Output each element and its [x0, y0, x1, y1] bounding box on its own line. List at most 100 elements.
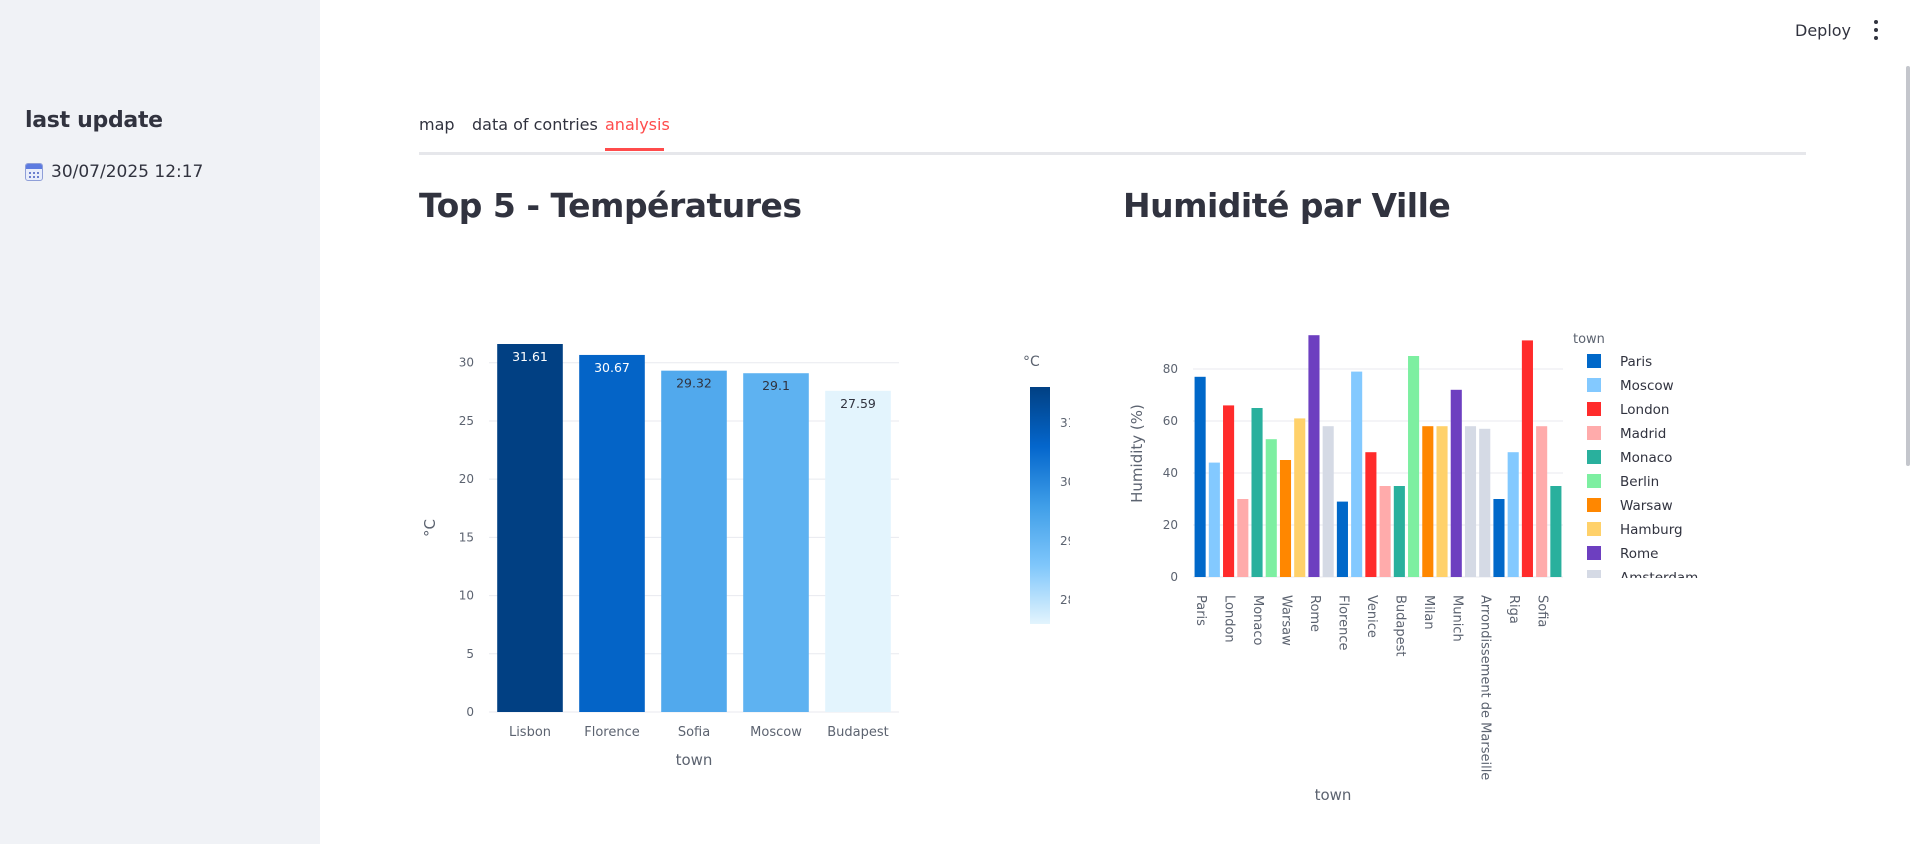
colorbar-tick: 29	[1060, 534, 1070, 548]
y-tick-label: 40	[1163, 466, 1178, 480]
legend-title: town	[1573, 332, 1605, 347]
tab-map[interactable]: map	[419, 115, 455, 134]
x-tick-label: Florence	[584, 725, 640, 740]
x-axis-title: town	[1315, 786, 1352, 804]
x-tick-label: Munich	[1449, 595, 1464, 642]
legend-label: London	[1620, 402, 1670, 418]
bar-florence	[579, 354, 645, 712]
x-tick-label: Rome	[1307, 595, 1322, 632]
tab-bar: map data of contries analysis	[419, 110, 1806, 155]
data-label: 31.61	[512, 349, 548, 364]
bar-warsaw	[1279, 460, 1292, 577]
x-tick-label: Venice	[1364, 595, 1379, 638]
sidebar-title: last update	[25, 108, 163, 133]
y-tick-label: 30	[459, 356, 474, 370]
bar-moscow	[1208, 462, 1220, 577]
legend-label: Moscow	[1620, 378, 1674, 394]
bar-amsterdam	[1322, 426, 1334, 577]
y-tick-label: 10	[459, 589, 474, 603]
colorbar-tick: 30	[1060, 475, 1070, 489]
x-tick-label: Paris	[1193, 595, 1208, 626]
bar-arrondissement-de-marseille	[1479, 428, 1491, 577]
bar-madrid	[1237, 499, 1249, 577]
temperature-bar-chart[interactable]: 0 5 10 15 20 25 30 31.61 Lisbon 30.67 Florence 29.3…	[410, 330, 1070, 790]
bar-berlin	[1408, 356, 1420, 577]
data-label: 29.32	[676, 376, 712, 391]
data-label: 29.1	[762, 378, 790, 393]
humidity-bar-chart[interactable]: 0 20 40 60 80 Paris London Monaco Warsaw Rome Flor…	[1120, 320, 1720, 810]
bar-munich	[1450, 389, 1462, 577]
active-tab-indicator	[605, 148, 664, 151]
last-update-date: 30/07/2025 12:17	[51, 162, 204, 182]
x-tick-label: Riga	[1506, 595, 1521, 624]
legend-label: Berlin	[1620, 474, 1659, 490]
legend-swatch	[1587, 522, 1601, 536]
legend-label: Monaco	[1620, 450, 1672, 466]
main-menu-icon[interactable]	[1872, 18, 1880, 44]
colorbar-title: °C	[1023, 354, 1040, 370]
bar-madrid	[1379, 486, 1391, 577]
legend-swatch	[1587, 546, 1601, 560]
x-tick-label: Budapest	[827, 725, 889, 740]
bar-lisbon	[497, 344, 563, 712]
y-tick-label: 0	[466, 705, 474, 719]
bar-berlin	[1265, 439, 1277, 577]
x-tick-label: Moscow	[750, 725, 802, 740]
x-tick-label: Milan	[1421, 595, 1436, 630]
legend-label: Warsaw	[1620, 498, 1673, 514]
x-tick-label: Budapest	[1392, 595, 1407, 657]
y-axis-title: Humidity (%)	[1128, 404, 1146, 503]
bar-moscow	[743, 373, 809, 712]
deploy-button[interactable]: Deploy	[1795, 21, 1852, 40]
scrollbar[interactable]	[1906, 66, 1910, 466]
bar-budapest	[825, 390, 891, 712]
y-tick-label: 15	[459, 530, 474, 544]
x-axis-title: town	[676, 751, 713, 769]
y-tick-label: 5	[466, 647, 474, 661]
y-axis-title: °C	[421, 519, 439, 537]
bar-budapest	[1393, 486, 1405, 577]
tab-data-of-contries[interactable]: data of contries	[472, 115, 598, 134]
bar-venice	[1351, 371, 1363, 577]
x-tick-label: Warsaw	[1279, 595, 1294, 646]
bar-sofia	[1550, 486, 1562, 577]
bar-hamburg	[1294, 418, 1306, 577]
sidebar: last update 30/07/2025 12:17	[0, 0, 320, 844]
humidity-section-title: Humidité par Ville	[1123, 186, 1451, 225]
bar-florence	[1336, 501, 1348, 577]
legend: town Paris Moscow London Madrid Monaco Berlin W…	[1573, 332, 1698, 586]
data-label: 27.59	[840, 396, 876, 411]
colorbar-tick: 28	[1060, 593, 1070, 607]
tab-analysis[interactable]: analysis	[605, 115, 670, 134]
x-tick-label: Florence	[1335, 595, 1350, 651]
x-tick-label: Monaco	[1250, 595, 1265, 646]
bar-london	[1223, 405, 1235, 577]
legend-swatch	[1587, 570, 1601, 578]
bar-rome	[1308, 335, 1320, 577]
legend-swatch	[1587, 402, 1601, 416]
bar-riga	[1521, 340, 1533, 577]
y-tick-label: 80	[1163, 362, 1178, 376]
bar-paris	[1493, 499, 1505, 577]
y-tick-label: 25	[459, 414, 474, 428]
colorbar-tick: 31	[1060, 416, 1070, 430]
x-tick-label: Sofia	[1535, 595, 1550, 627]
legend-label: Amsterdam	[1620, 570, 1698, 586]
x-tick-label: London	[1222, 595, 1237, 643]
legend-label: Hamburg	[1620, 522, 1683, 538]
y-tick-label: 20	[1163, 518, 1178, 532]
legend-label: Rome	[1620, 546, 1659, 562]
temperature-section-title: Top 5 - Températures	[419, 186, 802, 225]
bar-warsaw	[1422, 426, 1434, 577]
legend-swatch	[1587, 474, 1601, 488]
bar-paris	[1194, 376, 1206, 577]
y-tick-label: 0	[1170, 570, 1178, 584]
bar-monaco	[1251, 408, 1263, 577]
bar-moscow	[1507, 452, 1519, 577]
x-tick-label: Arrondissement de Marseille	[1478, 595, 1493, 780]
legend-label: Madrid	[1620, 426, 1666, 442]
legend-swatch	[1587, 498, 1601, 512]
legend-label: Paris	[1620, 354, 1652, 370]
calendar-icon	[25, 163, 43, 181]
bar-sofia	[661, 370, 727, 712]
